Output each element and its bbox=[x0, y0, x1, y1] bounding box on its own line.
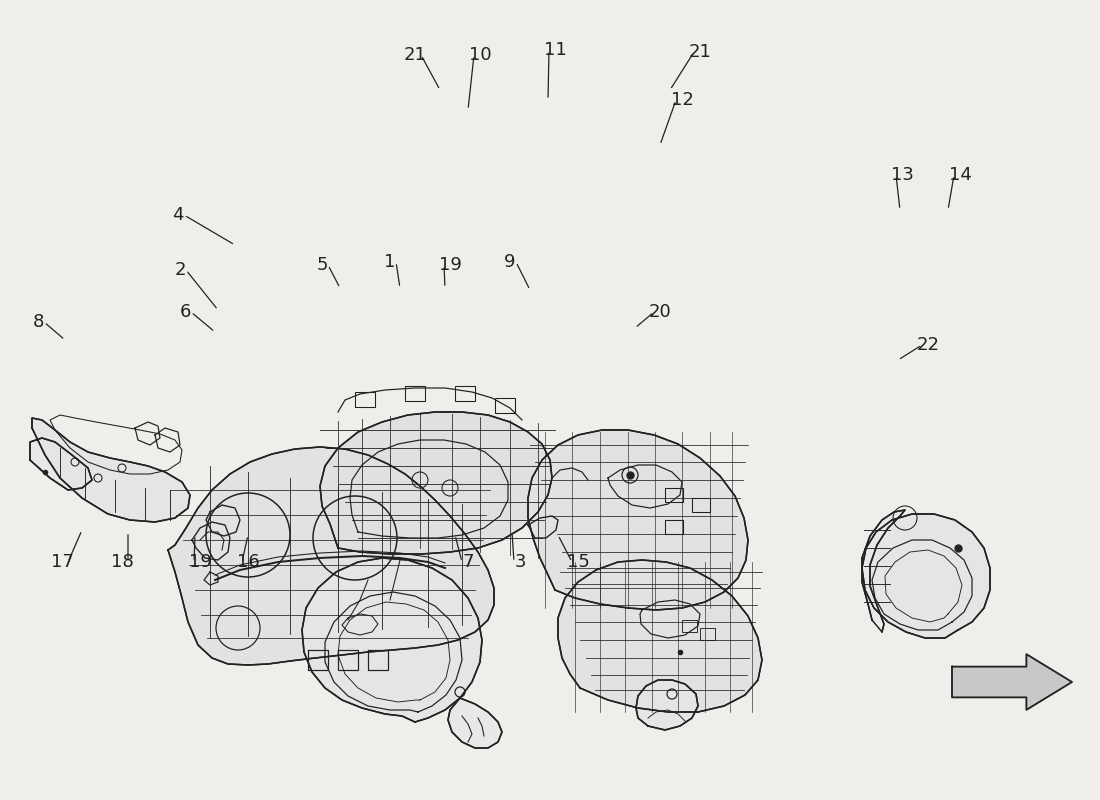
Text: 8: 8 bbox=[32, 313, 44, 331]
Text: 2: 2 bbox=[174, 261, 186, 279]
Bar bbox=[700, 628, 715, 640]
Text: 18: 18 bbox=[111, 553, 133, 571]
Text: 15: 15 bbox=[566, 553, 590, 571]
Polygon shape bbox=[862, 514, 990, 638]
Bar bbox=[666, 488, 683, 502]
Bar bbox=[692, 498, 710, 512]
Polygon shape bbox=[636, 680, 698, 730]
Text: 17: 17 bbox=[51, 553, 74, 571]
Text: 3: 3 bbox=[515, 553, 526, 571]
Text: 21: 21 bbox=[689, 43, 712, 61]
Bar bbox=[355, 392, 375, 407]
Text: 16: 16 bbox=[236, 553, 260, 571]
Text: 5: 5 bbox=[317, 256, 328, 274]
Polygon shape bbox=[302, 558, 482, 722]
Text: 1: 1 bbox=[384, 253, 396, 271]
Polygon shape bbox=[448, 698, 502, 748]
Text: 9: 9 bbox=[504, 253, 516, 271]
Text: 6: 6 bbox=[179, 303, 190, 321]
Text: 22: 22 bbox=[916, 336, 939, 354]
Text: 10: 10 bbox=[469, 46, 492, 64]
Text: 13: 13 bbox=[891, 166, 913, 184]
Text: 7: 7 bbox=[462, 553, 474, 571]
Bar bbox=[666, 520, 683, 534]
Text: 20: 20 bbox=[649, 303, 671, 321]
Text: 11: 11 bbox=[543, 41, 566, 59]
Text: 4: 4 bbox=[173, 206, 184, 224]
Bar bbox=[495, 398, 515, 413]
Text: 21: 21 bbox=[404, 46, 427, 64]
Polygon shape bbox=[862, 510, 905, 624]
Polygon shape bbox=[168, 447, 494, 665]
Bar bbox=[682, 620, 697, 632]
Polygon shape bbox=[32, 418, 190, 522]
Polygon shape bbox=[528, 430, 748, 610]
Bar bbox=[405, 386, 425, 401]
Polygon shape bbox=[320, 412, 552, 554]
Text: 14: 14 bbox=[948, 166, 971, 184]
Bar bbox=[455, 386, 475, 401]
Text: 19: 19 bbox=[439, 256, 461, 274]
Polygon shape bbox=[30, 438, 92, 490]
Polygon shape bbox=[952, 654, 1072, 710]
Polygon shape bbox=[558, 560, 762, 712]
Text: 12: 12 bbox=[671, 91, 693, 109]
Text: 19: 19 bbox=[188, 553, 211, 571]
